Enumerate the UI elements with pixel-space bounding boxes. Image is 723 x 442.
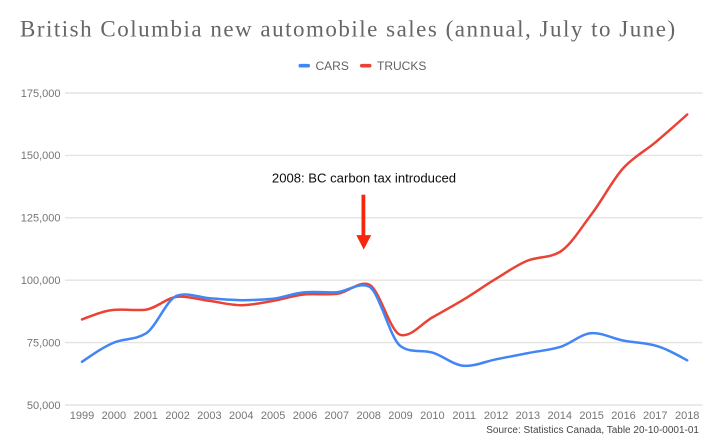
svg-text:2006: 2006 — [293, 410, 317, 422]
svg-text:2018: 2018 — [675, 410, 699, 422]
svg-text:175,000: 175,000 — [21, 88, 61, 100]
svg-text:2002: 2002 — [165, 410, 189, 422]
svg-text:1999: 1999 — [70, 410, 94, 422]
svg-text:50,000: 50,000 — [27, 400, 61, 412]
svg-text:2007: 2007 — [325, 410, 349, 422]
svg-text:2015: 2015 — [579, 410, 603, 422]
svg-text:2001: 2001 — [133, 410, 157, 422]
svg-text:CARS: CARS — [316, 59, 349, 73]
svg-text:2010: 2010 — [420, 410, 444, 422]
svg-text:2012: 2012 — [484, 410, 508, 422]
svg-text:150,000: 150,000 — [21, 150, 61, 162]
svg-text:2017: 2017 — [643, 410, 667, 422]
svg-text:2014: 2014 — [548, 410, 572, 422]
svg-text:2008: BC carbon tax introduced: 2008: BC carbon tax introduced — [272, 171, 456, 186]
svg-text:TRUCKS: TRUCKS — [377, 59, 426, 73]
svg-text:2013: 2013 — [516, 410, 540, 422]
svg-text:2003: 2003 — [197, 410, 221, 422]
svg-text:2011: 2011 — [452, 410, 476, 422]
svg-text:100,000: 100,000 — [21, 275, 61, 287]
svg-text:125,000: 125,000 — [21, 213, 61, 225]
svg-text:Source: Statistics Canada, Tab: Source: Statistics Canada, Table 20-10-0… — [486, 425, 699, 436]
svg-text:2016: 2016 — [611, 410, 635, 422]
svg-text:2005: 2005 — [261, 410, 285, 422]
svg-text:British Columbia new automobil: British Columbia new automobile sales (a… — [20, 17, 677, 42]
svg-text:2009: 2009 — [388, 410, 412, 422]
svg-text:75,000: 75,000 — [27, 337, 61, 349]
svg-text:2008: 2008 — [356, 410, 380, 422]
svg-text:2000: 2000 — [102, 410, 126, 422]
svg-text:2004: 2004 — [229, 410, 253, 422]
